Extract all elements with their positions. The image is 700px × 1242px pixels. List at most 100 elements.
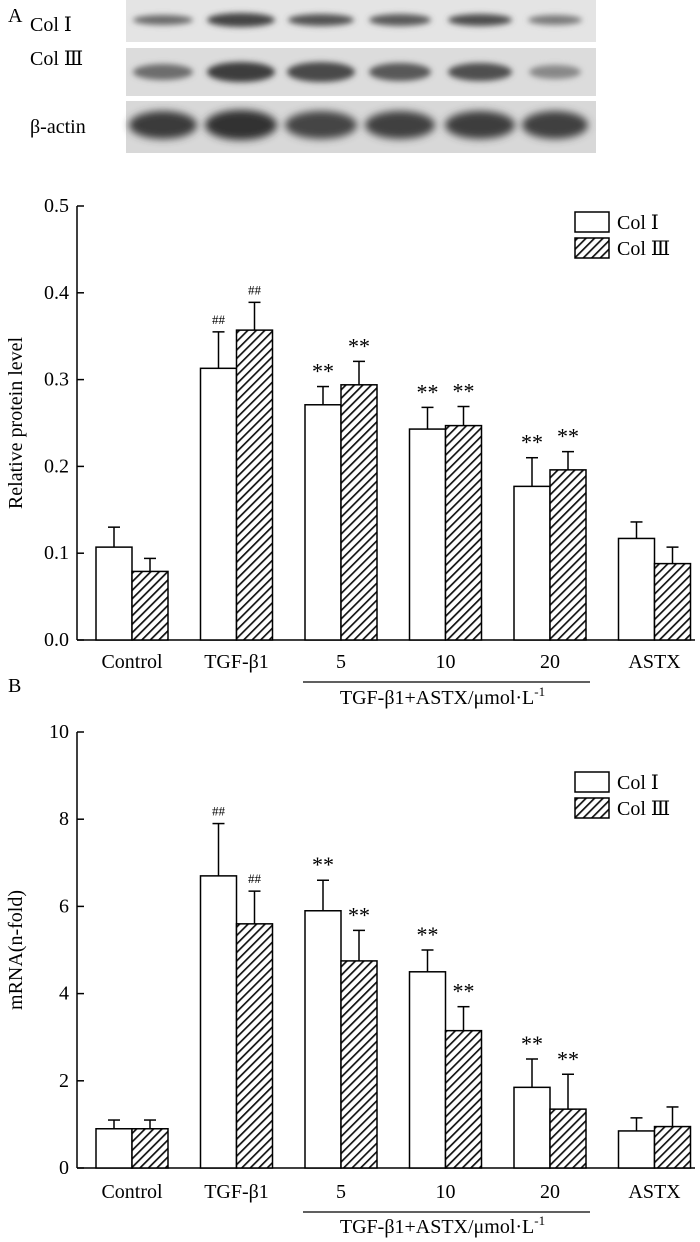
bar-col1-0 bbox=[95, 546, 133, 641]
panel-b-letter: B bbox=[8, 675, 21, 697]
band-col3-2 bbox=[207, 62, 275, 82]
bar-col3-3 bbox=[444, 1029, 483, 1169]
bar-col3-1 bbox=[235, 923, 274, 1169]
band-col3-6 bbox=[529, 65, 581, 79]
band-actin-1 bbox=[129, 111, 197, 139]
bar-col1-2 bbox=[304, 910, 342, 1169]
x-category-label: TGF-β1 bbox=[204, 1181, 269, 1203]
bar-col3-4 bbox=[549, 469, 587, 641]
y-tick-label: 0.5 bbox=[44, 195, 69, 217]
y-tick-label: 8 bbox=[59, 808, 69, 830]
legend-swatch-col3 bbox=[574, 237, 610, 259]
y-tick-label: 0.2 bbox=[44, 455, 69, 477]
protein-level-chart: 0.0 0.1 0.2 0.3 0.4 0.5 Relative protein level… bbox=[5, 195, 695, 709]
bar-col1-4 bbox=[513, 1086, 551, 1169]
bar-col3-4 bbox=[549, 1108, 587, 1169]
band-col3-5 bbox=[448, 63, 512, 81]
blot-label-col1: Col Ⅰ bbox=[30, 14, 72, 36]
blot-strip-col1 bbox=[126, 0, 596, 42]
y-tick-label: 10 bbox=[49, 721, 69, 743]
significance-mark: ## bbox=[212, 804, 226, 819]
bar-col3-2 bbox=[340, 384, 378, 641]
x-category-label: 10 bbox=[436, 1181, 456, 1203]
x-category-label: 20 bbox=[540, 1181, 560, 1203]
significance-mark: ** bbox=[312, 359, 334, 384]
legend-label-col1: Col Ⅰ bbox=[617, 212, 659, 234]
bar-col1-5 bbox=[617, 537, 656, 641]
bar-col1-4 bbox=[513, 485, 551, 641]
y-tick-label: 0.1 bbox=[44, 542, 69, 564]
significance-mark: ## bbox=[248, 871, 262, 886]
x-category-label: ASTX bbox=[628, 1181, 681, 1203]
significance-mark: ** bbox=[417, 922, 439, 947]
band-col3-4 bbox=[369, 63, 431, 81]
blot-strip-actin bbox=[126, 101, 596, 153]
bar-col3-0 bbox=[131, 570, 169, 641]
blot-label-actin: β-actin bbox=[30, 116, 86, 138]
x-category-label: Control bbox=[101, 651, 163, 673]
significance-mark: ** bbox=[453, 379, 475, 404]
western-blot: A Col Ⅰ Col Ⅲ β-actin bbox=[8, 0, 596, 153]
group-label: TGF-β1+ASTX/μmol·L-1 bbox=[340, 1213, 545, 1238]
significance-mark: ## bbox=[212, 312, 226, 327]
bar-col1-2 bbox=[304, 404, 342, 641]
legend-swatch-col1 bbox=[574, 211, 610, 233]
significance-mark: ** bbox=[312, 852, 334, 877]
y-axis-title: Relative protein level bbox=[5, 336, 27, 509]
y-tick-label: 0 bbox=[59, 1157, 69, 1179]
bar-col1-1 bbox=[199, 875, 238, 1169]
significance-mark: ** bbox=[348, 902, 370, 927]
band-actin-4 bbox=[365, 111, 435, 139]
bar-col3-5 bbox=[653, 562, 692, 641]
band-actin-5 bbox=[445, 111, 515, 139]
bar-col1-5 bbox=[617, 1130, 656, 1169]
y-tick-label: 4 bbox=[59, 983, 69, 1005]
bar-col3-2 bbox=[340, 960, 378, 1169]
significance-mark: ** bbox=[521, 1031, 543, 1056]
band-col1-5 bbox=[448, 14, 512, 26]
significance-mark: ** bbox=[417, 379, 439, 404]
significance-mark: ## bbox=[248, 282, 262, 297]
bar-col3-3 bbox=[444, 424, 483, 641]
significance-mark: ** bbox=[453, 979, 475, 1004]
panel-a-letter: A bbox=[8, 5, 23, 27]
x-category-label: 20 bbox=[540, 651, 560, 673]
x-category-label: ASTX bbox=[628, 651, 681, 673]
bar-col1-3 bbox=[408, 971, 447, 1169]
bar-col3-1 bbox=[235, 329, 274, 641]
x-category-label: TGF-β1 bbox=[204, 651, 269, 673]
y-axis-title: mRNA(n-fold) bbox=[5, 890, 27, 1010]
bar-col3-5 bbox=[653, 1125, 692, 1169]
significance-mark: ** bbox=[557, 1046, 579, 1071]
mrna-chart: 0 2 4 6 8 10 mRNA(n-fold) Control ## ## TGF-β1 ** **… bbox=[5, 721, 695, 1238]
bar-col1-3 bbox=[408, 428, 447, 641]
band-col3-1 bbox=[133, 64, 193, 80]
significance-mark: ** bbox=[557, 424, 579, 449]
x-category-label: 5 bbox=[336, 651, 346, 673]
legend-swatch-col3 bbox=[574, 797, 610, 819]
bar-col1-1 bbox=[199, 367, 238, 641]
band-actin-3 bbox=[285, 111, 357, 139]
band-col3-3 bbox=[287, 62, 355, 82]
y-tick-label: 0.0 bbox=[44, 629, 69, 651]
x-category-label: 10 bbox=[436, 651, 456, 673]
band-col1-6 bbox=[528, 15, 582, 25]
significance-mark: ** bbox=[348, 333, 370, 358]
blot-label-col3: Col Ⅲ bbox=[30, 48, 83, 70]
legend-label-col1: Col Ⅰ bbox=[617, 772, 659, 794]
x-category-label: 5 bbox=[336, 1181, 346, 1203]
x-category-label: Control bbox=[101, 1181, 163, 1203]
bar-col3-0 bbox=[131, 1128, 169, 1169]
significance-mark: ** bbox=[521, 430, 543, 455]
band-actin-2 bbox=[205, 110, 277, 140]
bar-col1-0 bbox=[95, 1128, 133, 1169]
blot-strip-col3 bbox=[126, 48, 596, 96]
band-col1-4 bbox=[369, 14, 431, 26]
legend-label-col3: Col Ⅲ bbox=[617, 238, 670, 260]
y-tick-label: 6 bbox=[59, 895, 69, 917]
band-col1-3 bbox=[288, 14, 354, 26]
legend-swatch-col1 bbox=[574, 771, 610, 793]
legend-label-col3: Col Ⅲ bbox=[617, 798, 670, 820]
y-tick-label: 0.3 bbox=[44, 369, 69, 391]
